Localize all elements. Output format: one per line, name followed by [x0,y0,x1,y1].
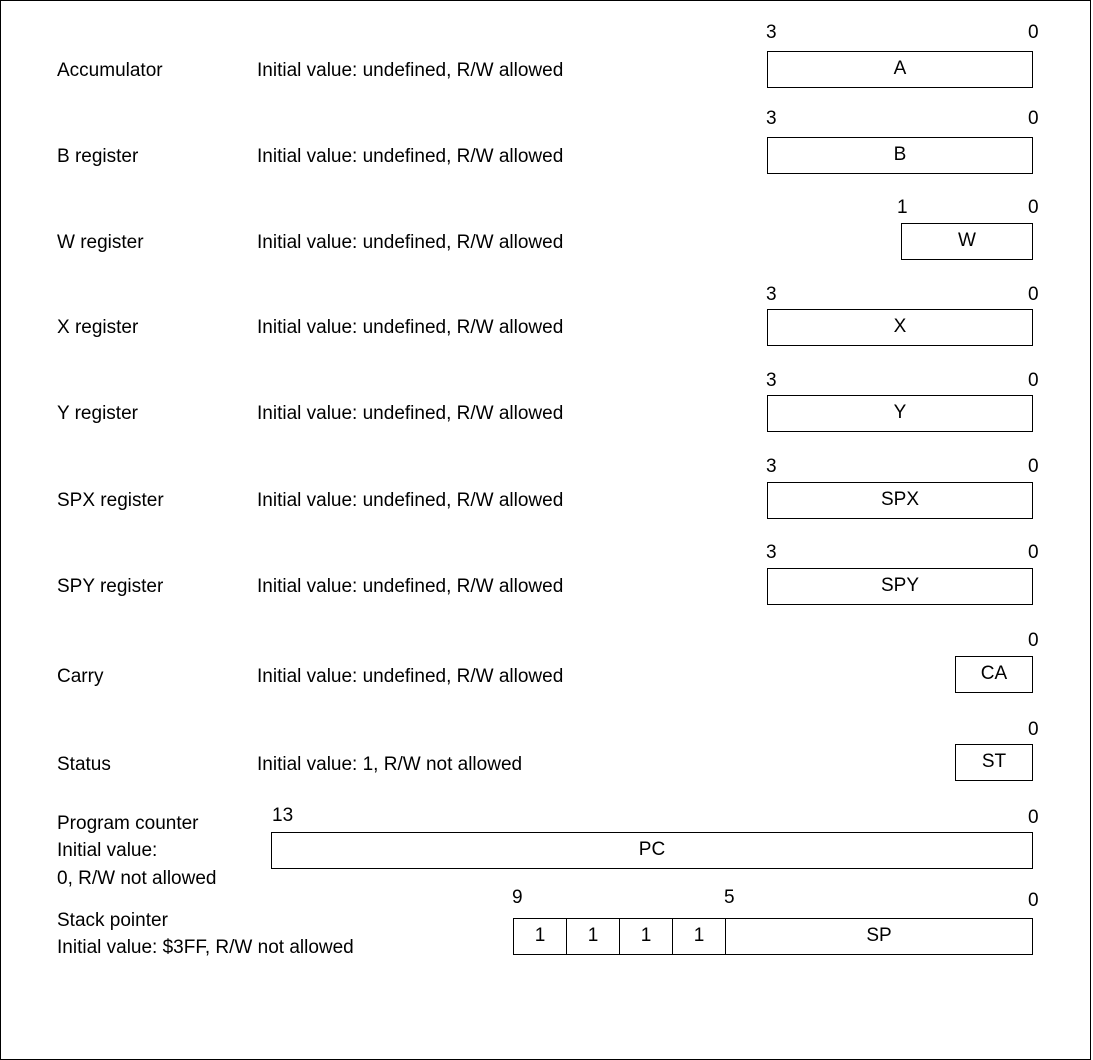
register-box-st: ST [955,744,1033,781]
bit-label-mid: 5 [724,887,735,908]
register-box-w: W [901,223,1033,260]
register-description: Initial value: undefined, R/W allowed [257,146,564,167]
register-description: Initial value: undefined, R/W allowed [257,60,564,81]
bit-label-high: 3 [766,542,777,563]
register-name: Program counter [57,813,199,834]
register-description: Initial value: undefined, R/W allowed [257,232,564,253]
register-name: Y register [57,403,138,424]
register-name: Carry [57,666,104,687]
register-box-x: X [767,309,1033,346]
register-description: Initial value: undefined, R/W allowed [257,403,564,424]
register-box-ca: CA [955,656,1033,693]
register-box-y: Y [767,395,1033,432]
fixed-bit-cell: 1 [673,919,726,954]
register-description: Initial value: $3FF, R/W not allowed [57,937,354,958]
bit-label-low: 0 [1028,630,1039,651]
register-name: B register [57,146,139,167]
bit-label-high: 3 [766,108,777,129]
sp-value-cell: SP [866,925,892,946]
fixed-bit-cell: 1 [567,919,620,954]
register-name: SPY register [57,576,164,597]
register-name: SPX register [57,490,164,511]
bit-label-high: 3 [766,22,777,43]
register-box-a: A [767,51,1033,88]
bit-label-low: 0 [1028,542,1039,563]
bit-label-low: 0 [1028,890,1039,911]
register-description: Initial value: undefined, R/W allowed [257,666,564,687]
register-description-line1: Initial value: [57,840,158,861]
bit-label-high: 13 [272,805,294,826]
bit-label-low: 0 [1028,719,1039,740]
register-box-sp: 1 1 1 1 SP [513,918,1033,955]
register-description: Initial value: undefined, R/W allowed [257,490,564,511]
register-description-line2: 0, R/W not allowed [57,868,217,889]
register-box-spy: SPY [767,568,1033,605]
bit-label-high: 3 [766,370,777,391]
register-description: Initial value: 1, R/W not allowed [257,754,523,775]
bit-label-low: 0 [1028,370,1039,391]
register-name: Status [57,754,111,775]
bit-label-high: 3 [766,456,777,477]
bit-label-low: 0 [1028,108,1039,129]
bit-label-low: 0 [1028,284,1039,305]
fixed-bit-cell: 1 [514,919,567,954]
bit-label-high: 3 [766,284,777,305]
register-description: Initial value: undefined, R/W allowed [257,576,564,597]
register-name: W register [57,232,144,253]
bit-label-low: 0 [1028,197,1039,218]
register-name: Accumulator [57,60,163,81]
register-name: Stack pointer [57,910,168,931]
fixed-bit-cell: 1 [620,919,673,954]
register-description: Initial value: undefined, R/W allowed [257,317,564,338]
register-box-pc: PC [271,832,1033,869]
bit-label-high: 1 [897,197,908,218]
register-box-b: B [767,137,1033,174]
bit-label-low: 0 [1028,456,1039,477]
bit-label-high: 9 [512,887,523,908]
register-name: X register [57,317,139,338]
bit-label-low: 0 [1028,22,1039,43]
register-box-spx: SPX [767,482,1033,519]
bit-label-low: 0 [1028,807,1039,828]
